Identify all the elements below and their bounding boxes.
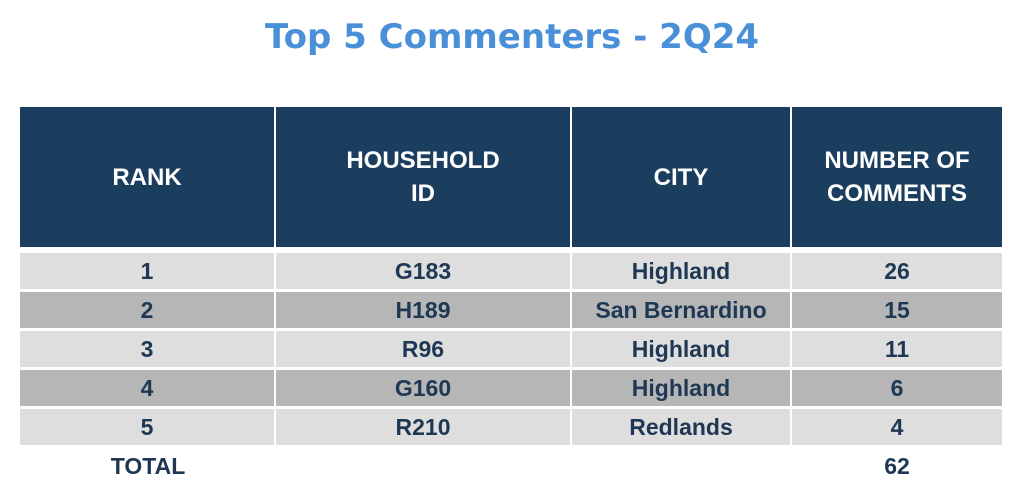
- table-row: 1 G183 Highland 26: [20, 253, 1002, 292]
- city-cell: Highland: [572, 370, 792, 409]
- city-cell: Highland: [572, 253, 792, 292]
- comments-cell: 6: [792, 370, 1002, 409]
- comments-cell: 15: [792, 292, 1002, 331]
- city-cell: Redlands: [572, 409, 792, 448]
- comments-cell: 26: [792, 253, 1002, 292]
- table-row: 5 R210 Redlands 4: [20, 409, 1002, 448]
- commenters-table: RANK HOUSEHOLD ID CITY NUMBER OF COMMENT…: [20, 107, 1002, 484]
- household-id-cell: H189: [276, 292, 572, 331]
- header-number-of-comments: NUMBER OF COMMENTS: [792, 107, 1002, 253]
- table-header-row: RANK HOUSEHOLD ID CITY NUMBER OF COMMENT…: [20, 107, 1002, 253]
- total-empty-cell: [572, 448, 792, 484]
- table-row: 4 G160 Highland 6: [20, 370, 1002, 409]
- table-row: 2 H189 San Bernardino 15: [20, 292, 1002, 331]
- comments-cell: 4: [792, 409, 1002, 448]
- comments-cell: 11: [792, 331, 1002, 370]
- rank-cell: 5: [20, 409, 276, 448]
- city-cell: Highland: [572, 331, 792, 370]
- household-id-cell: G160: [276, 370, 572, 409]
- total-empty-cell: [276, 448, 572, 484]
- household-id-cell: G183: [276, 253, 572, 292]
- household-id-cell: R210: [276, 409, 572, 448]
- total-label: TOTAL: [20, 448, 276, 484]
- rank-cell: 2: [20, 292, 276, 331]
- rank-cell: 4: [20, 370, 276, 409]
- header-household-id: HOUSEHOLD ID: [276, 107, 572, 253]
- table-row: 3 R96 Highland 11: [20, 331, 1002, 370]
- city-cell: San Bernardino: [572, 292, 792, 331]
- page-title: Top 5 Commenters - 2Q24: [264, 17, 760, 57]
- header-city: CITY: [572, 107, 792, 253]
- rank-cell: 3: [20, 331, 276, 370]
- total-row: TOTAL 62: [20, 448, 1002, 484]
- header-rank: RANK: [20, 107, 276, 253]
- rank-cell: 1: [20, 253, 276, 292]
- total-comments: 62: [792, 448, 1002, 484]
- household-id-cell: R96: [276, 331, 572, 370]
